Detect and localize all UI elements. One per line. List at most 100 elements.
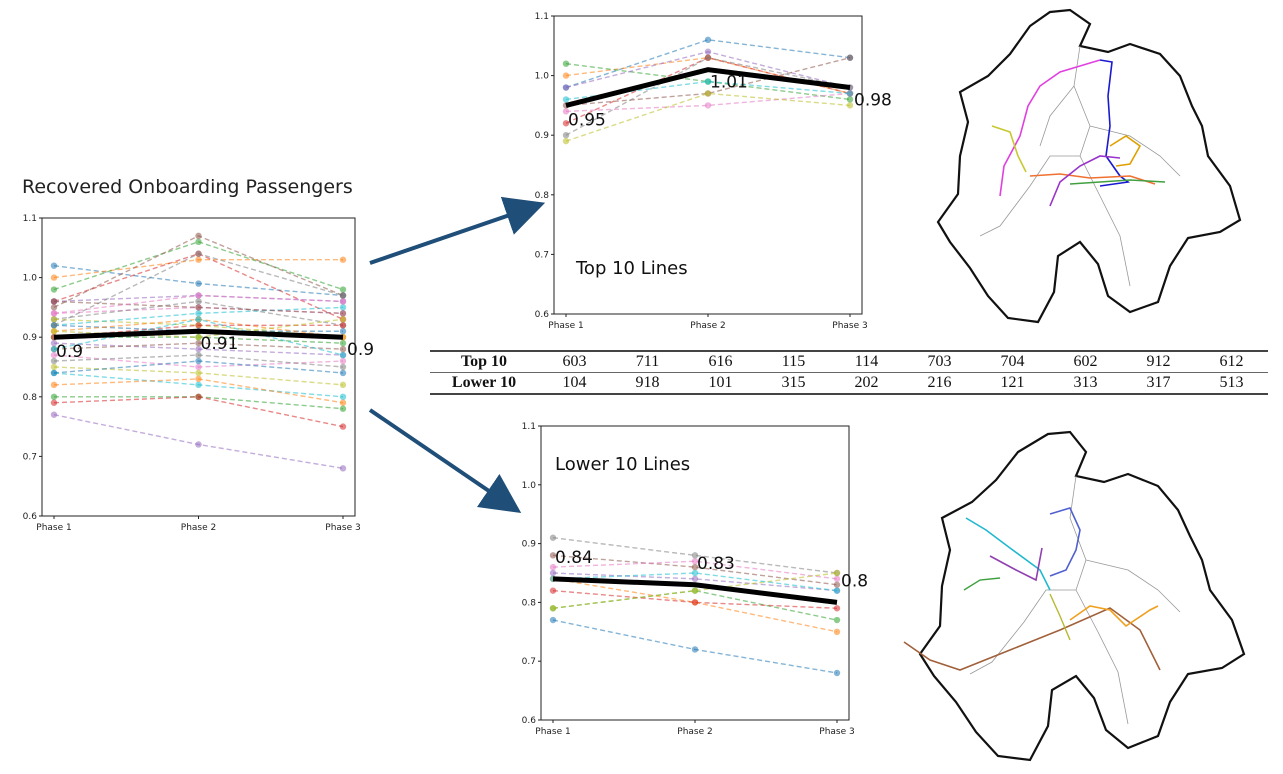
mean-line bbox=[565, 67, 851, 108]
series-point bbox=[195, 250, 202, 257]
table-cell: 317 bbox=[1122, 372, 1195, 395]
series-point bbox=[195, 375, 202, 383]
route-green bbox=[1069, 179, 1166, 185]
series-point bbox=[50, 328, 58, 335]
series-point bbox=[704, 90, 712, 97]
y-tick-label: 0.9 bbox=[535, 131, 550, 141]
table-cell: 616 bbox=[684, 350, 757, 373]
series-point bbox=[691, 587, 699, 594]
mean-label: 0.91 bbox=[201, 334, 239, 354]
series-point bbox=[339, 423, 347, 430]
series-point bbox=[691, 552, 699, 559]
table-cell: 603 bbox=[538, 350, 611, 373]
series-point bbox=[339, 357, 347, 365]
x-tick-label: Phase 1 bbox=[548, 321, 583, 331]
series-point bbox=[195, 316, 202, 323]
series-point bbox=[195, 339, 202, 347]
series-point bbox=[195, 363, 202, 371]
y-tick-label: 1.0 bbox=[535, 72, 550, 82]
y-tick-label: 0.8 bbox=[23, 393, 38, 403]
table-cell: 121 bbox=[976, 372, 1049, 395]
series-point bbox=[549, 563, 557, 571]
lines-table: Top 10 603 711 616 115 114 703 704 602 9… bbox=[430, 350, 1268, 395]
series-point bbox=[562, 120, 570, 127]
series-point bbox=[195, 256, 202, 263]
map-lower10-routes bbox=[903, 430, 1246, 762]
series-point bbox=[562, 84, 570, 91]
row-header: Top 10 bbox=[430, 350, 538, 373]
chart-title: Lower 10 Lines bbox=[555, 454, 690, 475]
y-tick-label: 0.8 bbox=[535, 191, 550, 201]
table-cell: 202 bbox=[830, 372, 903, 395]
y-tick-label: 1.1 bbox=[23, 214, 37, 224]
series-point bbox=[50, 310, 58, 317]
series-point bbox=[691, 646, 699, 653]
table-cell: 703 bbox=[903, 350, 976, 373]
route-brown bbox=[903, 607, 1161, 671]
y-tick-label: 0.6 bbox=[535, 310, 550, 320]
series-point bbox=[50, 286, 58, 293]
mean-line bbox=[53, 328, 344, 340]
series-point bbox=[195, 310, 202, 317]
table-cell: 114 bbox=[830, 350, 903, 373]
series-point bbox=[50, 369, 58, 377]
series-point bbox=[562, 132, 570, 139]
series-point bbox=[195, 381, 202, 389]
table-cell: 313 bbox=[1049, 372, 1122, 395]
series-point bbox=[549, 552, 557, 559]
series-point bbox=[833, 628, 841, 635]
series-point bbox=[195, 351, 202, 359]
series-point bbox=[691, 558, 699, 565]
series-point bbox=[195, 232, 202, 240]
series-point bbox=[195, 280, 202, 287]
series-point bbox=[50, 274, 58, 281]
table-cell: 104 bbox=[538, 372, 611, 395]
series-point bbox=[833, 581, 841, 588]
y-tick-label: 0.7 bbox=[535, 250, 549, 260]
table-cell: 918 bbox=[611, 372, 684, 395]
route-purple bbox=[989, 547, 1043, 582]
series-point bbox=[562, 108, 570, 115]
series-point bbox=[50, 357, 58, 365]
table-cell: 513 bbox=[1195, 372, 1268, 395]
series-point bbox=[339, 304, 347, 311]
series-point bbox=[549, 587, 557, 594]
y-tick-label: 0.7 bbox=[23, 452, 37, 462]
x-tick-label: Phase 3 bbox=[819, 727, 854, 737]
y-tick-label: 0.7 bbox=[522, 657, 536, 667]
mean-label: 0.8 bbox=[841, 571, 868, 591]
series-point bbox=[846, 54, 854, 61]
series-point bbox=[339, 298, 347, 305]
table-cell: 602 bbox=[1049, 350, 1122, 373]
series-point bbox=[833, 569, 841, 577]
y-tick-label: 1.1 bbox=[522, 422, 536, 432]
series-point bbox=[691, 569, 699, 577]
series-point bbox=[195, 292, 202, 299]
series-point bbox=[691, 575, 699, 583]
main-title: Recovered Onboarding Passengers bbox=[22, 176, 353, 198]
series-point bbox=[195, 345, 202, 353]
mean-label: 0.83 bbox=[697, 554, 735, 574]
series-line bbox=[565, 92, 851, 142]
route-green bbox=[963, 577, 1001, 591]
series-point bbox=[549, 605, 557, 612]
y-tick-label: 0.9 bbox=[23, 333, 38, 343]
series-line bbox=[565, 39, 851, 89]
table-cell: 704 bbox=[976, 350, 1049, 373]
route-orange bbox=[1029, 173, 1156, 185]
x-tick-label: Phase 1 bbox=[36, 523, 71, 533]
series-line bbox=[552, 578, 838, 633]
chart-lower10: 0.6 0.7 0.8 0.9 1.0 1.1 Phase 1 Phase 2 Phase 3 0… bbox=[522, 422, 868, 737]
series-point bbox=[195, 334, 202, 341]
region-outline bbox=[936, 8, 1242, 324]
mean-line bbox=[552, 576, 838, 605]
mean-label: 1.01 bbox=[710, 73, 748, 93]
series-point bbox=[562, 137, 570, 145]
table-row-top10: Top 10 603 711 616 115 114 703 704 602 9… bbox=[430, 350, 1268, 373]
series-point bbox=[339, 399, 347, 406]
y-tick-label: 1.0 bbox=[23, 274, 38, 284]
mean-label: 0.84 bbox=[555, 548, 593, 568]
table-cell: 711 bbox=[611, 350, 684, 373]
table-cell: 912 bbox=[1122, 350, 1195, 373]
